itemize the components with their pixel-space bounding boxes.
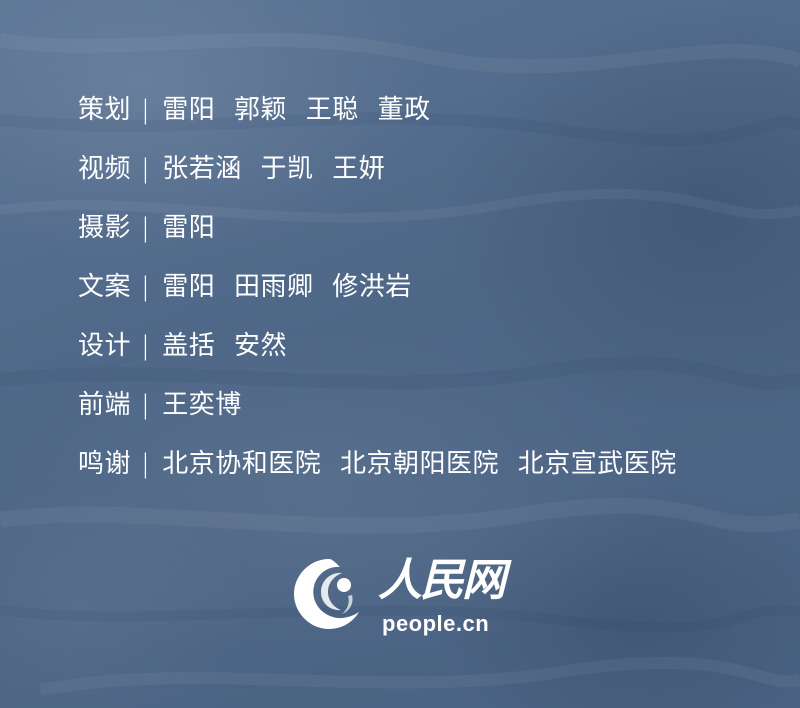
credit-names: 雷阳 [162, 213, 216, 243]
logo-wordmark: 人民网 [378, 555, 506, 606]
credit-role: 策划 [78, 95, 132, 125]
credit-separator: | [141, 95, 151, 125]
credits-list: 策划 | 雷阳 郭颖 王聪 董政 视频 | 张若涵 于凯 王妍 摄影 | 雷阳 文案 | 雷阳 … [78, 90, 677, 503]
credit-row-frontend: 前端 | 王奕博 [78, 385, 677, 444]
credit-separator: | [141, 390, 151, 420]
credit-names: 雷阳 田雨卿 修洪岩 [162, 272, 412, 302]
credit-separator: | [141, 449, 151, 479]
credit-row-design: 设计 | 盖括 安然 [78, 326, 677, 385]
credit-row-acknowledgements: 鸣谢 | 北京协和医院 北京朝阳医院 北京宣武医院 [78, 444, 677, 503]
credit-role: 前端 [78, 390, 132, 420]
credit-separator: | [141, 331, 151, 361]
credit-role: 设计 [78, 331, 132, 361]
credit-row-planning: 策划 | 雷阳 郭颖 王聪 董政 [78, 90, 677, 149]
credit-separator: | [141, 272, 151, 302]
credit-role: 鸣谢 [78, 449, 132, 479]
credit-row-copywriting: 文案 | 雷阳 田雨卿 修洪岩 [78, 267, 677, 326]
credit-separator: | [141, 213, 151, 243]
credit-row-photography: 摄影 | 雷阳 [78, 208, 677, 267]
credit-names: 北京协和医院 北京朝阳医院 北京宣武医院 [162, 449, 677, 479]
credit-names: 张若涵 于凯 王妍 [162, 154, 386, 184]
logo-domain: people.cn [382, 611, 490, 636]
credit-row-video: 视频 | 张若涵 于凯 王妍 [78, 149, 677, 208]
credit-role: 文案 [78, 272, 132, 302]
credit-role: 摄影 [78, 213, 132, 243]
credit-role: 视频 [78, 154, 132, 184]
people-daily-logo: 人民网 people.cn [290, 555, 530, 645]
credit-separator: | [141, 154, 151, 184]
credit-names: 王奕博 [162, 390, 242, 420]
people-daily-emblem-icon [294, 559, 359, 629]
credit-names: 雷阳 郭颖 王聪 董政 [162, 95, 431, 125]
credit-names: 盖括 安然 [162, 331, 288, 361]
